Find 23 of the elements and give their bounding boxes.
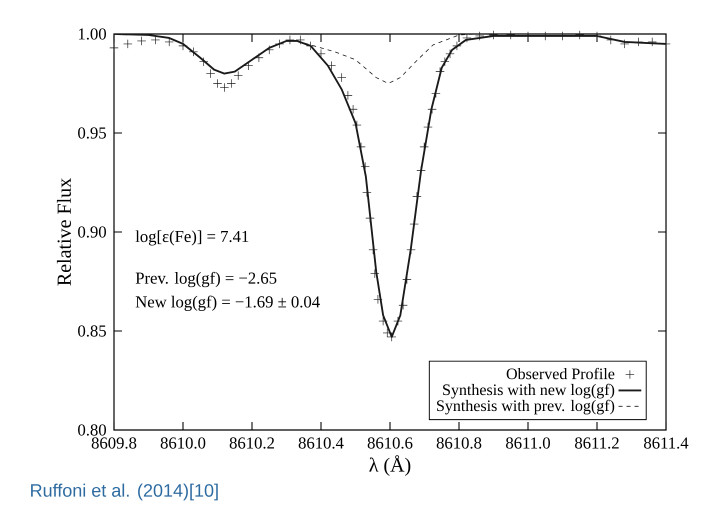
y-tick-label: 0.85 (78, 325, 106, 337)
x-tick-label: 8611.4 (644, 437, 688, 449)
x-tick-label: 8611.0 (506, 437, 550, 449)
x-tick-label: 8609.8 (92, 437, 136, 449)
y-axis-title: Relative Flux (56, 178, 71, 286)
legend-label: Synthesis with prev. log(gf) (437, 400, 614, 414)
x-axis-title: λ (Å) (369, 455, 410, 476)
text: Ruffoni et al. (2014)[10] (31, 484, 218, 500)
y-tick-label: 0.80 (78, 424, 106, 436)
x-tick-label: 8610.6 (368, 437, 412, 449)
legend-label: Observed Profile (506, 368, 614, 380)
annotation: Prev. log(gf) = −2.65 (136, 272, 276, 288)
y-tick-label: 0.90 (78, 226, 106, 238)
x-tick-label: 8610.8 (436, 437, 482, 449)
y-tick-label: 0.95 (78, 127, 106, 139)
x-tick-label: 8611.2 (575, 437, 619, 449)
y-tick-label: 1.00 (78, 28, 106, 40)
x-tick-label: 8610.2 (230, 437, 274, 449)
annotation: New log(gf) = −1.69 ± 0.04 (136, 296, 320, 311)
x-tick-label: 8610.4 (298, 437, 344, 449)
x-tick-label: 8610.0 (160, 437, 206, 449)
legend-label: Synthesis with new log(gf) (443, 384, 614, 398)
annotation: log[ε(Fe)] = 7.41 (136, 230, 248, 246)
